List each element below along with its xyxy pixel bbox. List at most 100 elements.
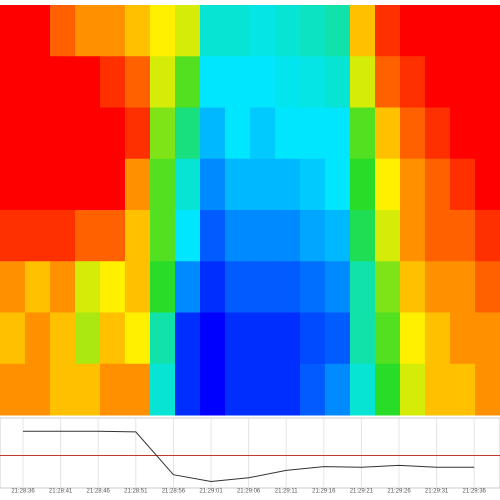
heat-cell [250, 56, 276, 108]
heat-cell [100, 210, 126, 262]
heat-cell [50, 210, 76, 262]
x-tick-label: 21:28:36 [11, 489, 35, 495]
heat-cell [425, 210, 451, 262]
heat-cell [150, 210, 176, 262]
heat-cell [175, 210, 201, 262]
heat-cell [300, 210, 326, 262]
heat-cell [400, 158, 426, 211]
heat-cell [175, 56, 201, 108]
heat-cell [250, 261, 276, 313]
heat-cell [325, 107, 351, 160]
heat-cell [475, 5, 500, 57]
heat-cell [375, 210, 401, 262]
x-tick-label: 21:28:41 [49, 489, 73, 495]
heat-cell [375, 312, 401, 365]
heat-cell [75, 56, 101, 108]
line-panel [0, 417, 500, 489]
heat-cell [0, 158, 26, 211]
heat-cell [125, 56, 151, 108]
heat-cell [325, 312, 351, 365]
heat-cell [400, 261, 426, 313]
heat-cell [350, 261, 376, 313]
heat-cell [350, 5, 376, 57]
data-line [23, 430, 475, 483]
heat-cell [25, 107, 51, 160]
heat-cell [225, 107, 251, 160]
heat-cell [200, 363, 226, 416]
heat-cell [325, 363, 351, 416]
heat-cell [225, 312, 251, 365]
heat-cell [225, 210, 251, 262]
heat-cell [475, 363, 500, 416]
heat-cell [0, 56, 26, 108]
heat-cell [375, 363, 401, 416]
heat-cell [25, 210, 51, 262]
heat-cell [125, 261, 151, 313]
heat-cell [75, 261, 101, 313]
heat-cell [150, 363, 176, 416]
heat-cell [425, 363, 451, 416]
heat-cell [175, 158, 201, 211]
heat-cell [0, 107, 26, 160]
heat-cell [375, 56, 401, 108]
heat-cell [350, 56, 376, 108]
heat-cell [150, 158, 176, 211]
heat-cell [300, 261, 326, 313]
x-tick-label: 21:28:51 [124, 489, 148, 495]
heat-cell [450, 261, 476, 313]
heat-cell [200, 158, 226, 211]
heat-cell [275, 107, 301, 160]
heat-cell [300, 107, 326, 160]
heat-cell [325, 5, 351, 57]
x-tick-label: 21:29:31 [425, 489, 449, 495]
x-tick-label: 21:28:46 [87, 489, 111, 495]
heat-cell [325, 261, 351, 313]
heat-cell [150, 312, 176, 365]
heat-cell [150, 56, 176, 108]
heat-cell [0, 312, 26, 365]
heat-cell [250, 107, 276, 160]
heat-cell [450, 107, 476, 160]
heat-cell [450, 158, 476, 211]
heat-cell [475, 56, 500, 108]
x-tick-label: 21:29:26 [387, 489, 411, 495]
heat-cell [400, 210, 426, 262]
heat-cell [50, 312, 76, 365]
heat-cell [225, 5, 251, 57]
heat-cell [25, 56, 51, 108]
heat-cell [225, 261, 251, 313]
heat-cell [300, 363, 326, 416]
heat-cell [475, 107, 500, 160]
heat-cell [200, 56, 226, 108]
heat-cell [400, 107, 426, 160]
heat-cell [300, 312, 326, 365]
heat-cell [475, 261, 500, 313]
heat-cell [150, 5, 176, 57]
heat-cell [175, 5, 201, 57]
heat-cell [100, 56, 126, 108]
heat-cell [100, 363, 126, 416]
heat-cell [175, 363, 201, 416]
heat-cell [425, 261, 451, 313]
heat-cell [50, 107, 76, 160]
heat-cell [300, 158, 326, 211]
heat-cell [125, 363, 151, 416]
x-tick-label: 21:29:36 [463, 489, 487, 495]
heat-cell [425, 158, 451, 211]
heat-cell [450, 312, 476, 365]
heat-cell [225, 158, 251, 211]
heat-cell [75, 210, 101, 262]
heat-cell [25, 158, 51, 211]
heat-cell [400, 312, 426, 365]
heat-cell [250, 312, 276, 365]
heat-cell [450, 56, 476, 108]
heat-cell [400, 363, 426, 416]
heat-cell [200, 210, 226, 262]
heat-cell [475, 312, 500, 365]
heat-cell [425, 312, 451, 365]
heat-cell [375, 261, 401, 313]
heat-cell [75, 158, 101, 211]
heat-cell [450, 210, 476, 262]
heat-cell [100, 5, 126, 57]
heat-cell [250, 158, 276, 211]
